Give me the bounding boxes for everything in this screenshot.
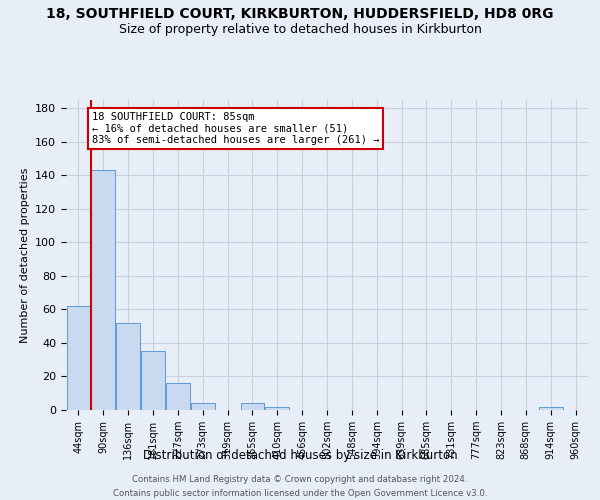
Text: 18, SOUTHFIELD COURT, KIRKBURTON, HUDDERSFIELD, HD8 0RG: 18, SOUTHFIELD COURT, KIRKBURTON, HUDDER… bbox=[46, 8, 554, 22]
Bar bbox=[141, 352, 165, 410]
Text: Size of property relative to detached houses in Kirkburton: Size of property relative to detached ho… bbox=[119, 22, 481, 36]
Y-axis label: Number of detached properties: Number of detached properties bbox=[20, 168, 29, 342]
Text: 18 SOUTHFIELD COURT: 85sqm
← 16% of detached houses are smaller (51)
83% of semi: 18 SOUTHFIELD COURT: 85sqm ← 16% of deta… bbox=[92, 112, 380, 145]
Bar bbox=[67, 306, 90, 410]
Bar bbox=[241, 404, 264, 410]
Bar bbox=[116, 323, 140, 410]
Text: Distribution of detached houses by size in Kirkburton: Distribution of detached houses by size … bbox=[143, 448, 457, 462]
Bar bbox=[191, 404, 215, 410]
Bar bbox=[91, 170, 115, 410]
Text: Contains HM Land Registry data © Crown copyright and database right 2024.
Contai: Contains HM Land Registry data © Crown c… bbox=[113, 476, 487, 498]
Bar bbox=[265, 406, 289, 410]
Bar bbox=[539, 406, 563, 410]
Bar bbox=[166, 383, 190, 410]
